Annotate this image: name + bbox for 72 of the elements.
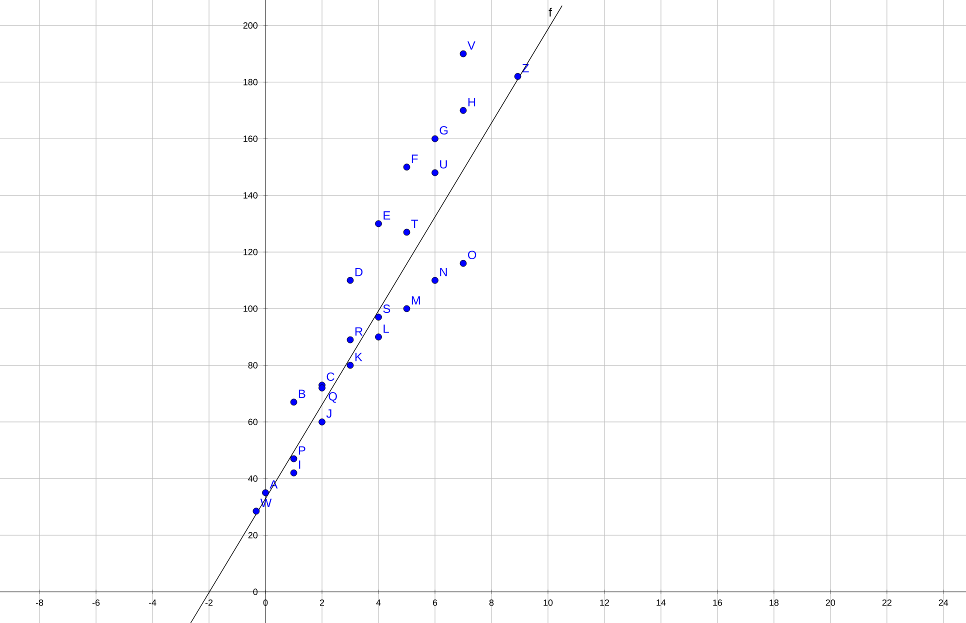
point xyxy=(403,305,410,312)
point xyxy=(252,508,260,515)
data-label: T xyxy=(411,220,418,228)
point xyxy=(318,384,326,392)
x-tick-label: 2 xyxy=(320,599,324,606)
y-tick-label: 20 xyxy=(248,532,258,538)
point xyxy=(346,336,354,344)
data-label: H xyxy=(468,98,476,106)
data-label: P xyxy=(298,446,306,455)
point xyxy=(460,50,467,58)
data-label: J xyxy=(326,409,332,418)
y-tick-label: 200 xyxy=(243,22,258,29)
point xyxy=(375,220,382,228)
x-tick-label: 10 xyxy=(544,599,553,606)
data-label: V xyxy=(467,41,476,50)
x-tick-label: -2 xyxy=(205,599,213,606)
point xyxy=(290,398,298,406)
data-label: O xyxy=(468,250,476,260)
point xyxy=(262,489,269,496)
x-tick-label: -8 xyxy=(36,599,44,606)
data-label: Q xyxy=(328,392,337,403)
x-tick-label: 0 xyxy=(263,599,268,606)
series-label: f xyxy=(548,8,552,16)
point xyxy=(403,164,410,171)
data-label: L xyxy=(384,324,389,333)
point xyxy=(318,418,326,426)
point xyxy=(460,106,467,114)
point xyxy=(403,228,410,236)
x-tick-label: 22 xyxy=(882,599,892,606)
data-label: F xyxy=(412,154,418,163)
point xyxy=(346,276,354,284)
point xyxy=(432,276,438,284)
point xyxy=(290,469,298,476)
data-label: I xyxy=(299,460,300,469)
point xyxy=(290,455,298,462)
data-label: B xyxy=(298,390,306,398)
x-tick-label: 8 xyxy=(489,599,494,606)
data-label: M xyxy=(412,296,420,304)
point xyxy=(460,260,467,267)
y-tick-label: 40 xyxy=(248,475,258,482)
point xyxy=(375,334,382,340)
x-tick-label: 18 xyxy=(770,599,779,606)
x-tick-label: 24 xyxy=(938,599,948,606)
point xyxy=(346,362,354,369)
y-tick-label: 60 xyxy=(248,418,258,426)
data-label: G xyxy=(440,126,448,135)
x-tick-label: 4 xyxy=(376,599,381,606)
y-tick-label: 100 xyxy=(244,305,258,312)
y-tick-label: 160 xyxy=(244,136,258,142)
point xyxy=(514,73,522,80)
data-label: K xyxy=(355,352,362,362)
data-label: D xyxy=(355,268,362,276)
data-label: R xyxy=(355,327,363,336)
data-label: C xyxy=(326,372,334,381)
data-label: N xyxy=(440,268,447,276)
y-tick-label: 120 xyxy=(244,248,258,256)
x-tick-label: 16 xyxy=(713,599,722,606)
y-tick-label: 180 xyxy=(244,78,258,86)
data-label: U xyxy=(440,160,447,169)
point xyxy=(432,135,438,142)
x-tick-label: -6 xyxy=(92,599,100,606)
x-tick-label: 6 xyxy=(432,599,438,606)
x-tick-label: -4 xyxy=(148,599,156,606)
data-label: E xyxy=(384,211,390,220)
point xyxy=(432,169,438,176)
x-tick-label: 20 xyxy=(826,599,836,606)
x-tick-label: 14 xyxy=(656,599,666,606)
y-tick-label: 140 xyxy=(244,192,258,199)
data-label: S xyxy=(383,304,390,313)
point xyxy=(375,314,382,321)
y-tick-label: 80 xyxy=(248,362,258,368)
x-tick-label: 12 xyxy=(600,599,609,606)
